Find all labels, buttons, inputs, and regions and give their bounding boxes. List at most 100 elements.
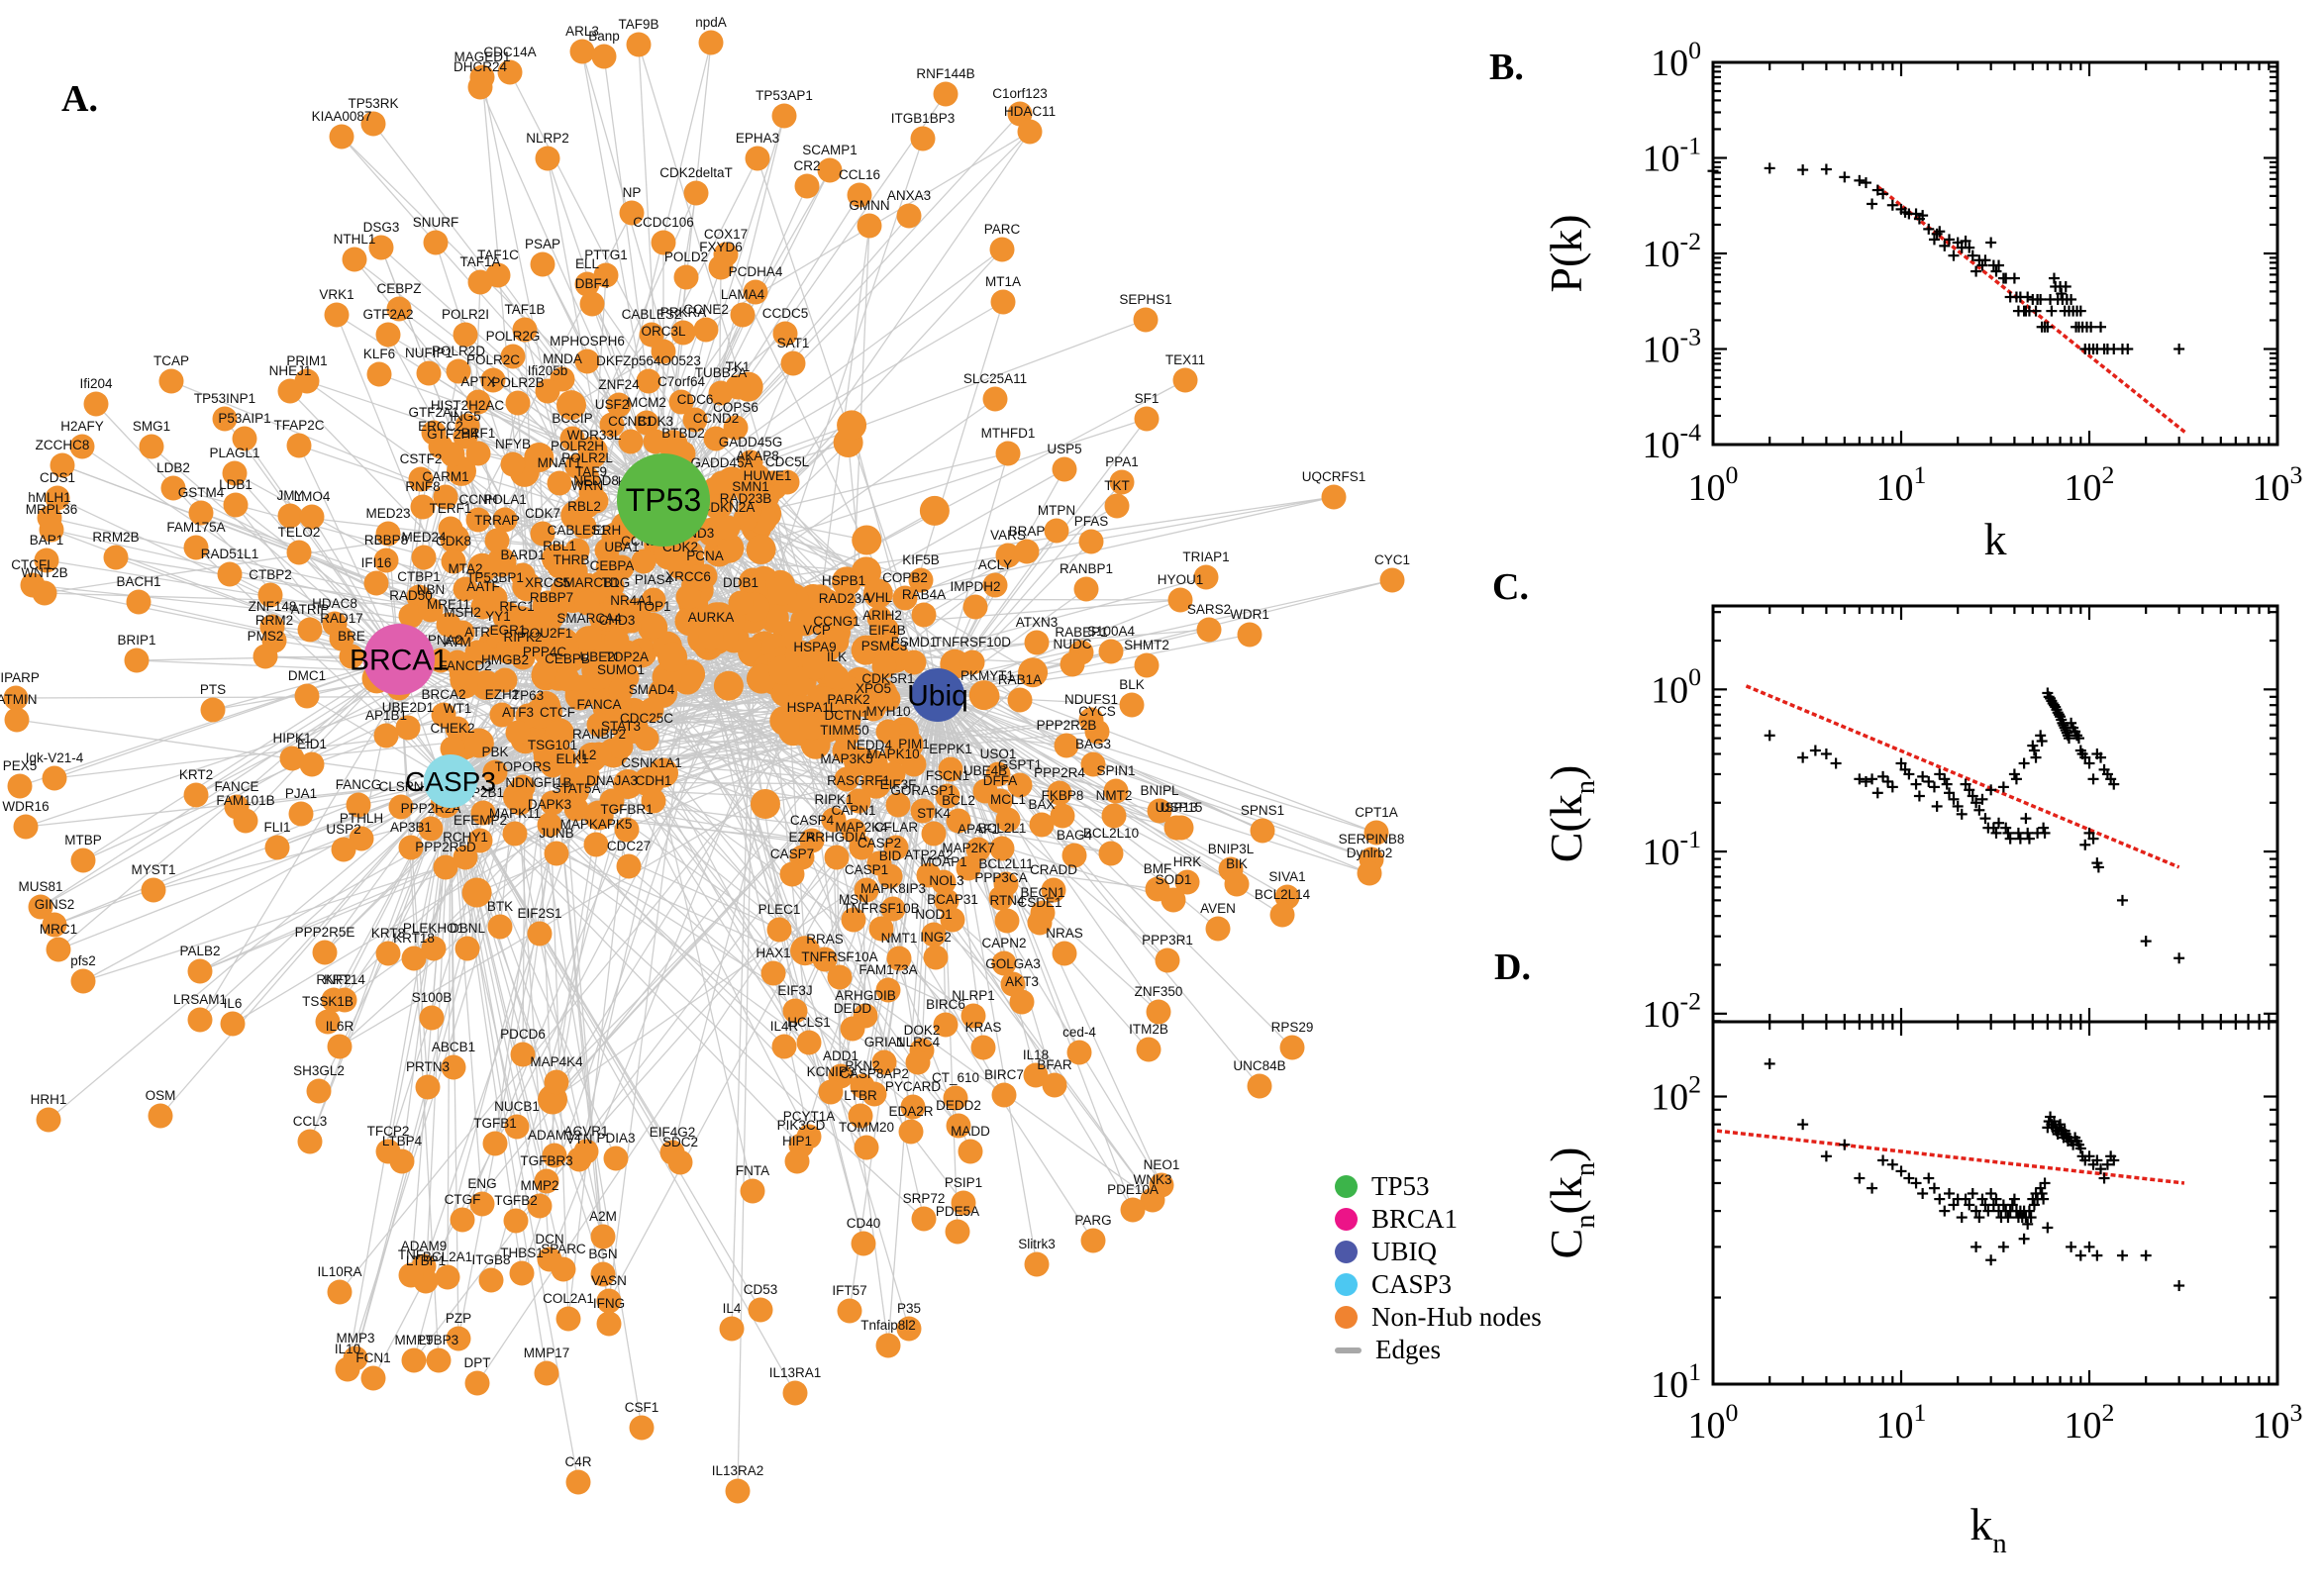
network-node	[609, 554, 635, 580]
network-node	[124, 648, 150, 673]
network-node-label: H2AFY	[60, 419, 104, 434]
network-node	[634, 410, 659, 436]
network-node-label: SF1	[1135, 391, 1160, 406]
network-node-label: NOL3	[929, 873, 963, 888]
network-node	[709, 470, 735, 496]
network-node	[542, 1143, 567, 1168]
network-node-label: ORC3L	[641, 324, 686, 339]
network-node	[1155, 948, 1180, 973]
network-node	[883, 835, 909, 860]
network-edge	[552, 731, 889, 1100]
network-node-label: BNIP3L	[1208, 842, 1255, 856]
network-node	[187, 1007, 213, 1033]
network-node-label: CEBPA	[590, 558, 635, 573]
network-node	[299, 504, 325, 530]
network-node	[450, 620, 475, 646]
network-node	[342, 247, 367, 272]
network-node-label: BRE	[338, 629, 365, 644]
network-edge	[195, 585, 528, 796]
network-node-label: ACVR1	[563, 1124, 608, 1139]
network-node	[569, 39, 595, 64]
network-node	[608, 677, 634, 703]
network-node-label: AKAP8	[736, 449, 779, 463]
network-node-label: CSTF2	[400, 451, 443, 466]
network-node-label: BAG4	[1057, 828, 1093, 843]
network-node	[252, 644, 278, 669]
network-node-label: DHCR24	[454, 59, 508, 74]
network-node	[989, 836, 1015, 861]
network-node-label: POLR2H	[551, 439, 604, 453]
network-node-label: ERCC2	[418, 419, 463, 434]
network-node	[989, 237, 1015, 262]
network-node-label: PRTN3	[406, 1059, 450, 1074]
network-node-label: SMARCA4	[556, 611, 622, 626]
network-edge	[515, 694, 985, 1222]
network-node-label: ARHGDIB	[835, 988, 896, 1003]
network-node	[509, 1260, 535, 1286]
network-node-label: UNC84B	[1233, 1058, 1285, 1073]
network-node-label: POLD2	[664, 249, 708, 264]
network-node	[626, 32, 652, 57]
network-node	[421, 936, 447, 961]
network-node-label: ATP2A2	[904, 848, 953, 862]
network-node-label: IL6	[224, 996, 243, 1011]
tick-label-10e1: 101	[1876, 1398, 1927, 1446]
network-node-label: FANCE	[214, 779, 258, 794]
network-node	[871, 1049, 897, 1075]
network-node-label: CD40	[847, 1216, 881, 1231]
network-node-label: Slitrk3	[1018, 1237, 1056, 1251]
network-edge	[401, 780, 452, 1162]
network-node-label: DAPK3	[528, 797, 571, 812]
network-node-label: KRT2	[179, 767, 213, 782]
network-node-label: NMT2	[1096, 788, 1133, 803]
network-node	[388, 794, 414, 820]
panel-c-label: C.	[1492, 566, 1529, 608]
network-node-label: TIMM50	[820, 723, 869, 738]
network-node-label: NEO1	[1144, 1157, 1180, 1172]
network-node	[745, 146, 770, 171]
network-node-label: SMARCB1	[555, 575, 619, 590]
network-node-label: HSPA9	[793, 640, 836, 654]
network-edge	[195, 547, 452, 782]
network-node	[223, 492, 249, 518]
network-edge	[540, 720, 785, 726]
network-node	[1167, 587, 1193, 613]
network-node	[634, 726, 659, 751]
network-node-label: KRAS	[965, 1020, 1002, 1035]
network-node-label: RAD50	[389, 588, 433, 603]
network-node-label: EDA2R	[888, 1104, 933, 1119]
network-node	[28, 894, 53, 920]
network-node-label: P35	[897, 1301, 921, 1316]
network-node	[492, 507, 518, 533]
network-node	[398, 835, 424, 860]
network-node	[331, 837, 356, 862]
network-node-label: PPP3CA	[974, 870, 1027, 885]
node-swatch-icon	[1335, 1208, 1358, 1231]
network-node-label: MAPK10	[866, 747, 919, 761]
network-node	[848, 1103, 873, 1129]
network-node-label: RAD51L1	[201, 547, 259, 561]
network-node	[286, 433, 312, 458]
network-node-label: EGR1	[490, 623, 527, 638]
network-node-label: RNF8	[405, 479, 440, 494]
network-node	[898, 1119, 924, 1145]
network-hub-nodes: TP53 BRCA1 Ubiq CASP3	[350, 453, 968, 808]
network-node-label: SDC2	[662, 1135, 698, 1149]
network-node	[1080, 1228, 1106, 1253]
network-node-label: POLR2G	[486, 329, 541, 344]
network-node	[297, 617, 323, 643]
network-node	[875, 1333, 901, 1358]
network-edge	[662, 249, 1003, 501]
network-node	[1134, 406, 1160, 432]
network-node	[579, 291, 605, 317]
network-node	[445, 649, 470, 675]
network-node-label: RASGRF1	[827, 773, 890, 788]
network-edge	[450, 780, 761, 1311]
network-node-label: UQCRFS1	[1302, 469, 1366, 484]
network-node-label: ATMIN	[0, 692, 38, 707]
network-edge	[606, 702, 832, 1093]
network-node	[45, 485, 70, 511]
network-node-label: ZCCHC8	[36, 438, 90, 452]
legend-item-ubiq: UBIQ	[1335, 1236, 1542, 1268]
